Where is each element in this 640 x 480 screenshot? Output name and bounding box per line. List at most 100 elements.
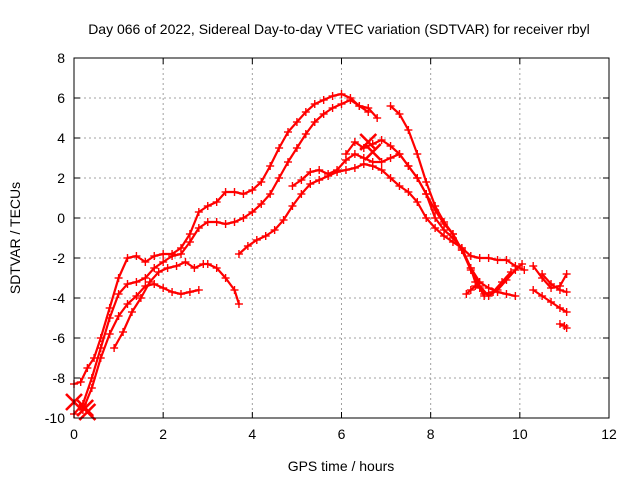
data-point [212,264,221,272]
data-point [185,288,194,296]
data-point [350,138,359,146]
series-5 [234,160,529,274]
data-point [194,224,203,232]
data-point [462,290,471,298]
data-point [123,300,132,308]
data-point [96,354,105,362]
data-point [243,242,252,250]
data-point [373,114,382,122]
data-point [333,166,342,174]
data-point [110,344,119,352]
y-tick-label: 4 [57,130,65,146]
data-point [395,110,404,118]
data-point [529,286,538,294]
data-point [328,104,337,112]
data-point [520,266,529,274]
data-point [76,378,85,386]
series-4 [78,280,203,414]
data-point [301,108,310,116]
data-point [306,168,315,176]
series-2 [70,96,373,418]
data-point [252,236,261,244]
data-point [119,328,128,336]
data-point [194,208,203,216]
data-point [203,202,212,210]
data-point [132,278,141,286]
data-point [547,280,556,288]
data-point [484,284,493,292]
y-tick-label: 2 [57,170,65,186]
data-point [502,276,511,284]
data-point [386,142,395,150]
data-point [310,100,319,108]
data-point [221,274,230,282]
data-point [422,214,431,222]
y-tick-label: 8 [57,50,65,66]
data-point [538,292,547,300]
data-point [431,224,440,232]
series-line [344,138,513,296]
data-point [319,110,328,118]
data-point [466,286,475,294]
data-point [248,208,257,216]
y-tick-label: -4 [53,290,66,306]
data-point [297,190,306,198]
data-point [194,286,203,294]
data-point [168,252,177,260]
data-point [239,214,248,222]
data-point [502,290,511,298]
data-point [105,314,114,322]
data-point [457,246,466,254]
data-point [234,300,243,308]
data-point [132,252,141,260]
data-point [484,254,493,262]
data-point [319,96,328,104]
data-point [404,162,413,170]
x-tick-label: 12 [601,426,617,442]
data-point [266,190,275,198]
x-tick-label: 2 [159,426,167,442]
y-axis-label: SDTVAR / TECUs [7,182,23,294]
data-point [279,216,288,224]
data-point [181,258,190,266]
data-point [413,174,422,182]
data-point [386,154,395,162]
data-point [350,164,359,172]
data-point [150,252,159,260]
data-point [284,128,292,136]
data-point [257,200,266,208]
data-point [297,176,306,184]
y-tick-label: -10 [45,410,65,426]
data-point [555,286,564,294]
cross-marker [363,143,382,161]
data-point [270,226,279,234]
data-point [341,150,350,158]
series-9 [529,262,571,292]
data-point [127,308,136,316]
data-point [315,176,324,184]
data-point [466,266,475,274]
series-line [532,264,568,290]
data-point [177,250,185,258]
series-line [541,272,568,294]
data-point [239,190,248,198]
data-point [562,288,571,296]
x-tick-label: 0 [70,426,78,442]
data-point [562,324,571,332]
data-point [212,198,221,206]
data-point [466,252,475,260]
data-point [203,218,212,226]
data-point [275,144,284,152]
series-10 [529,286,571,316]
data-point [185,230,194,238]
data-point [511,292,520,300]
data-point [141,282,150,290]
data-point [306,180,315,188]
plot-area [65,90,571,421]
data-point [230,286,239,294]
data-point [511,266,520,274]
data-point [288,202,297,210]
plot-frame [73,57,610,419]
data-point [123,280,132,288]
data-point [324,170,333,178]
